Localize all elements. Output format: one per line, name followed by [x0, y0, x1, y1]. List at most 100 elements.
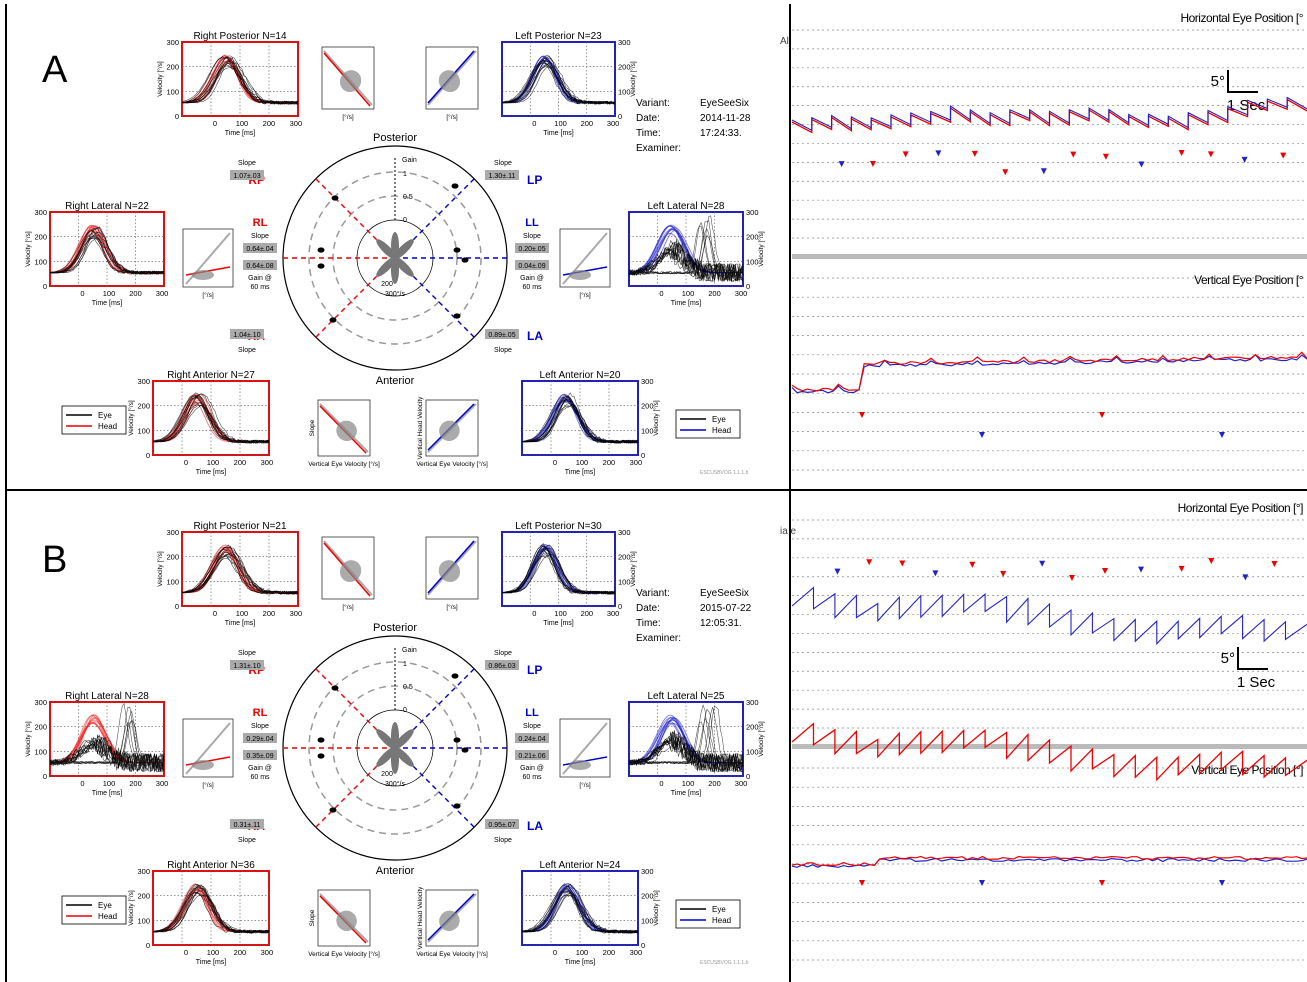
saccade-marker: [1099, 880, 1105, 886]
saccade-marker: [1219, 880, 1225, 886]
trace-line: [49, 721, 165, 767]
saccade-marker: [979, 880, 985, 886]
y-tick-label: 200: [618, 553, 631, 562]
slope-label: Slope: [494, 347, 512, 354]
x-tick-label: 300: [261, 458, 274, 467]
gain-dot: [453, 247, 461, 253]
lateral-slope-plot: [°/s]: [182, 718, 234, 789]
x-axis-label: Time [ms]: [565, 959, 596, 966]
y-tick-label: 0: [641, 941, 645, 950]
y-tick-label: 0: [618, 602, 622, 611]
slope-plot: Vertical Eye Velocity [°/s] Slope: [308, 399, 380, 468]
y-tick-label: 300: [34, 208, 47, 217]
saccade-marker: [1280, 152, 1287, 159]
slope-y-label: Vertical Head Velocity: [417, 886, 424, 950]
saccade-marker: [1208, 558, 1215, 565]
plot-title: Left Posterior N=23: [515, 31, 602, 42]
x-tick-label: 200: [581, 119, 594, 128]
lp-slope: 0.86±.03: [488, 663, 515, 670]
panel-letter: A: [42, 49, 68, 91]
trace-line: [181, 549, 299, 595]
legend: Eye Head: [61, 405, 127, 435]
version-label: ESCUSBVOG 1.1.1.b: [700, 960, 749, 966]
gain-dot: [317, 263, 325, 269]
rp-slope-box: [230, 170, 264, 180]
stray-text: ia e: [780, 526, 797, 537]
la-slope: 0.89±.05: [488, 332, 515, 339]
rl-gain-box: [243, 750, 277, 760]
y-tick-label: 300: [746, 698, 759, 707]
lp-label: LP: [527, 663, 542, 677]
saccade-marker: [866, 559, 873, 566]
polar-300: 300°/s: [385, 780, 405, 788]
trace-line: [521, 404, 639, 444]
trace-line: [501, 55, 616, 105]
ra-slope-box: [230, 329, 264, 339]
posterior-label: Posterior: [373, 132, 417, 144]
y-tick-label: 200: [34, 723, 47, 732]
y-tick-label: 100: [34, 257, 47, 266]
ms60-label: 60 ms: [522, 774, 542, 781]
trace-line: [152, 894, 270, 934]
y-tick-label: 100: [641, 916, 654, 925]
panel-b-traces: Horizontal Eye Position [°]Vertical Eye …: [791, 501, 1307, 961]
gain-dot: [317, 247, 325, 253]
lateral-slope-plot: [°/s]: [559, 228, 611, 299]
saccade-marker: [979, 432, 985, 438]
saccade-marker: [932, 570, 939, 577]
y-tick-label: 200: [34, 233, 47, 242]
saccade-marker: [1102, 153, 1109, 160]
trace-line: [501, 59, 616, 105]
gain-dot: [331, 685, 339, 691]
y-tick-label: 100: [746, 747, 759, 756]
plot-title: Right Lateral N=22: [65, 201, 149, 212]
x-tick-label: 100: [207, 458, 220, 467]
saccade-marker: [969, 561, 976, 568]
lp-slope: 1.30±.11: [489, 173, 516, 180]
legend-head-label: Head: [98, 912, 117, 921]
legend-eye-label: Eye: [98, 411, 112, 420]
x-tick-label: 0: [553, 458, 557, 467]
x-tick-label: 200: [708, 289, 721, 298]
x-tick-label: 100: [103, 289, 116, 298]
legend: Eye Head: [61, 895, 127, 925]
ll-gain-box: [515, 260, 549, 270]
x-axis-label: Time [ms]: [196, 469, 227, 476]
y-axis-label: Velocity [°/s]: [757, 721, 765, 757]
x-tick-label: 300: [290, 609, 303, 618]
meta-examiner_label: Examiner:: [636, 143, 681, 154]
y-axis-label: Velocity [°/s]: [652, 890, 660, 926]
saccade-marker: [1138, 161, 1145, 168]
slope-label: Slope: [238, 650, 256, 657]
x-tick-label: 200: [234, 948, 247, 957]
saccade-marker: [1207, 151, 1214, 158]
saccade-marker: [859, 880, 865, 886]
plot-title: Left Posterior N=30: [515, 521, 602, 532]
plot-title: Left Lateral N=25: [648, 691, 725, 702]
posterior-label: Posterior: [373, 622, 417, 634]
velocity-plot: Right Lateral N=28 300 200 100 0 0 100 200 300 Ti…: [24, 691, 168, 797]
y-tick-label: 100: [641, 426, 654, 435]
la-slope-box: [485, 329, 519, 339]
trace-line: [152, 392, 270, 444]
legend-frame: [675, 899, 741, 929]
velocity-plot: Left Posterior N=30 300 200 100 0 0 100 200 300 T…: [501, 521, 637, 627]
horizontal-title: Horizontal Eye Position [°: [1180, 11, 1303, 25]
slope-label: Slope: [238, 837, 256, 844]
data-cloud: [569, 270, 591, 280]
y-tick-label: 0: [746, 772, 750, 781]
trace-line: [181, 553, 299, 595]
scale-deg: 5°: [1211, 73, 1225, 90]
x-tick-label: 0: [213, 609, 217, 618]
x-tick-label: 0: [532, 119, 536, 128]
legend-eye-label: Eye: [712, 415, 726, 424]
slope-x-label: [°/s]: [446, 603, 457, 611]
saccade-marker: [1070, 151, 1077, 158]
saccade-marker: [1241, 156, 1248, 163]
polar-200: 200: [381, 281, 393, 288]
slope-x-label: [°/s]: [342, 113, 353, 121]
y-tick-label: 100: [137, 916, 150, 925]
ra-slope: 1.04±.10: [233, 332, 260, 339]
data-cloud: [339, 70, 362, 93]
